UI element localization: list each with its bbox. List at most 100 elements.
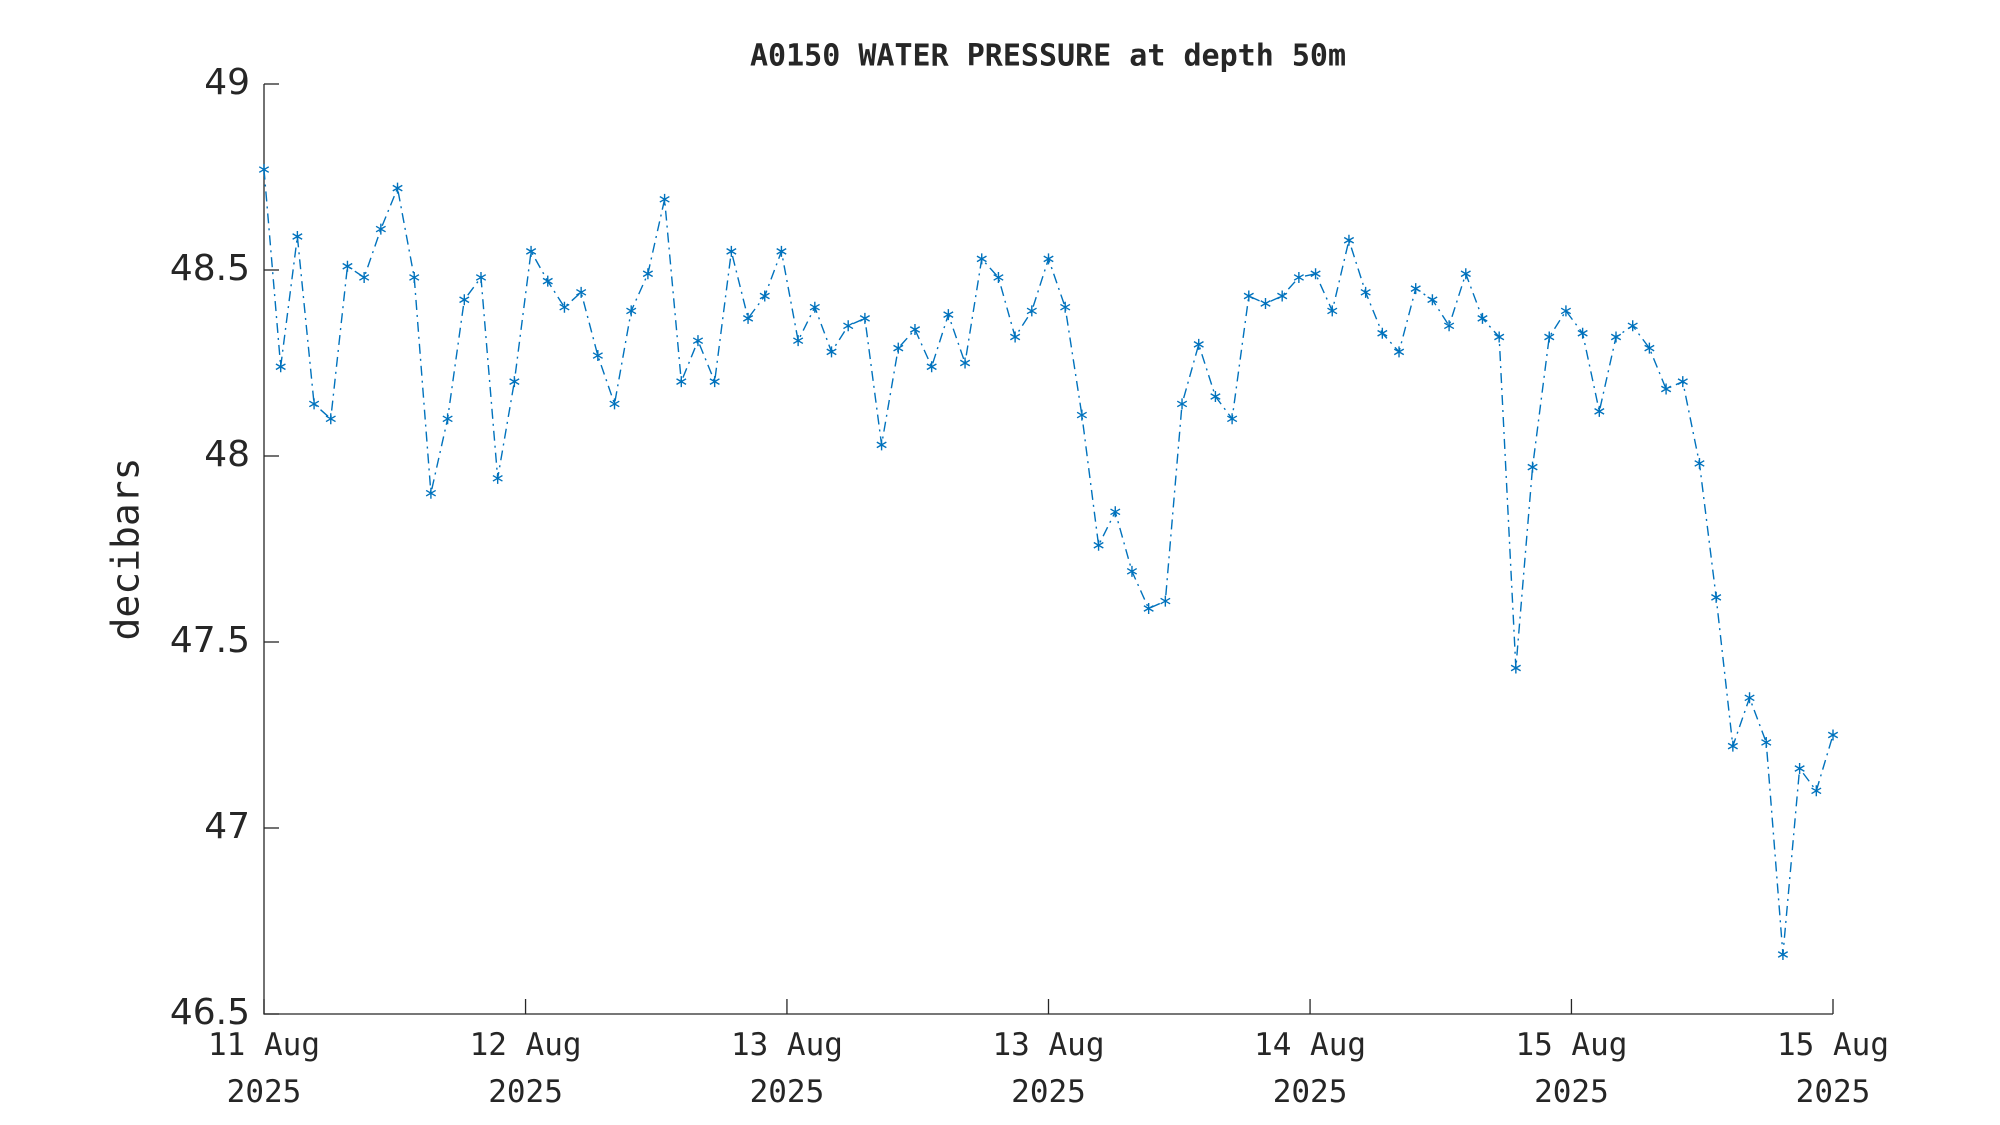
- marker: [525, 245, 537, 257]
- marker: [1660, 383, 1672, 395]
- marker: [308, 398, 320, 410]
- marker: [1544, 331, 1555, 343]
- marker: [1393, 346, 1405, 358]
- marker: [509, 376, 520, 388]
- marker: [943, 309, 954, 321]
- marker: [1126, 565, 1138, 577]
- marker: [1093, 539, 1104, 551]
- marker: [609, 398, 620, 410]
- marker: [1343, 234, 1355, 246]
- marker: [559, 301, 570, 313]
- marker: [1711, 591, 1722, 603]
- marker: [1761, 736, 1772, 748]
- marker: [1310, 268, 1321, 280]
- marker: [1410, 283, 1421, 295]
- marker: [342, 260, 353, 272]
- x-tick-label: 15 Aug 2025: [1777, 1027, 1889, 1110]
- marker: [876, 439, 887, 451]
- marker: [843, 320, 854, 332]
- marker: [1644, 342, 1655, 354]
- y-tick-label: 48.5: [170, 248, 250, 289]
- marker: [809, 301, 820, 313]
- marker: [359, 271, 370, 283]
- chart-title: A0150 WATER PRESSURE at depth 50m: [750, 39, 1346, 74]
- marker: [1327, 305, 1338, 317]
- marker: [1293, 271, 1304, 283]
- marker: [826, 346, 837, 358]
- marker: [1727, 740, 1738, 752]
- marker: [1527, 461, 1538, 473]
- marker: [1377, 327, 1388, 339]
- x-tick-label: 12 Aug 2025: [470, 1027, 582, 1110]
- marker: [292, 231, 303, 243]
- marker: [709, 376, 720, 388]
- marker: [492, 472, 503, 484]
- marker: [1744, 692, 1755, 704]
- marker: [1577, 327, 1588, 339]
- marker: [375, 223, 386, 235]
- marker: [1627, 320, 1638, 332]
- marker: [659, 193, 670, 205]
- marker: [959, 357, 971, 369]
- marker: [976, 253, 987, 265]
- marker: [1176, 398, 1188, 410]
- marker: [409, 271, 420, 283]
- y-tick-label: 47.5: [170, 620, 250, 661]
- axis-line: [263, 84, 1833, 1015]
- marker: [1260, 297, 1271, 309]
- marker: [742, 312, 754, 324]
- marker: [1677, 376, 1688, 388]
- marker: [1777, 948, 1789, 960]
- marker: [1827, 729, 1839, 741]
- marker: [893, 342, 904, 354]
- marker: [1460, 268, 1471, 280]
- x-tick-label: 13 Aug 2025: [731, 1027, 843, 1110]
- marker: [542, 275, 553, 287]
- marker: [776, 245, 787, 257]
- marker: [1360, 286, 1371, 298]
- marker: [1811, 785, 1822, 797]
- marker: [926, 361, 937, 373]
- marker: [475, 271, 487, 283]
- marker: [442, 413, 453, 425]
- marker: [859, 312, 871, 324]
- marker: [1560, 305, 1572, 317]
- marker: [909, 324, 921, 336]
- marker: [325, 413, 336, 425]
- marker: [1110, 506, 1121, 518]
- marker: [459, 294, 470, 306]
- marker: [1610, 331, 1622, 343]
- marker: [425, 487, 437, 499]
- marker: [275, 361, 286, 373]
- x-tick-label: 15 Aug 2025: [1515, 1027, 1627, 1110]
- marker: [1594, 405, 1605, 417]
- marker: [258, 164, 270, 176]
- marker: [1160, 595, 1171, 607]
- marker: [1010, 331, 1021, 343]
- marker: [626, 305, 637, 317]
- marker: [1043, 253, 1054, 265]
- marker: [759, 290, 770, 302]
- x-tick-label: 13 Aug 2025: [993, 1027, 1105, 1110]
- marker: [392, 182, 403, 194]
- marker: [1494, 331, 1505, 343]
- marker: [1193, 338, 1204, 350]
- marker: [793, 335, 804, 347]
- marker: [592, 350, 603, 362]
- marker: [1060, 301, 1071, 313]
- marker: [692, 335, 704, 347]
- marker: [1510, 662, 1521, 674]
- marker: [1443, 320, 1455, 332]
- marker: [1143, 603, 1154, 615]
- marker: [1026, 305, 1037, 317]
- y-tick-label: 48: [204, 434, 250, 475]
- y-tick-label: 46.5: [170, 992, 250, 1033]
- marker: [726, 245, 737, 257]
- x-tick-label: 11 Aug 2025: [208, 1027, 320, 1110]
- y-axis-label: decibars: [104, 457, 148, 640]
- marker: [1794, 762, 1805, 774]
- marker: [642, 268, 654, 280]
- y-tick-label: 47: [204, 806, 250, 847]
- marker: [1477, 312, 1488, 324]
- marker: [1243, 290, 1254, 302]
